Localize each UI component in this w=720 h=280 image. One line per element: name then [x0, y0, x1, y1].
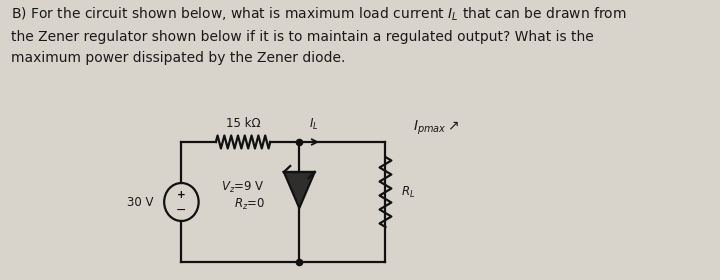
Text: −: − [176, 204, 186, 216]
Text: $R_L$: $R_L$ [401, 185, 415, 200]
Text: B) For the circuit shown below, what is maximum load current $I_L$ that can be d: B) For the circuit shown below, what is … [11, 6, 626, 65]
Text: $I_L$: $I_L$ [309, 117, 319, 132]
Text: +: + [177, 190, 186, 200]
Text: $I_{pmax}$$\nearrow$: $I_{pmax}$$\nearrow$ [413, 119, 459, 137]
Text: 30 V: 30 V [127, 195, 154, 209]
Text: $R_z$=0: $R_z$=0 [233, 197, 265, 212]
Text: $V_z$=9 V: $V_z$=9 V [221, 179, 265, 195]
Polygon shape [284, 172, 315, 208]
Text: 15 kΩ: 15 kΩ [226, 117, 261, 130]
